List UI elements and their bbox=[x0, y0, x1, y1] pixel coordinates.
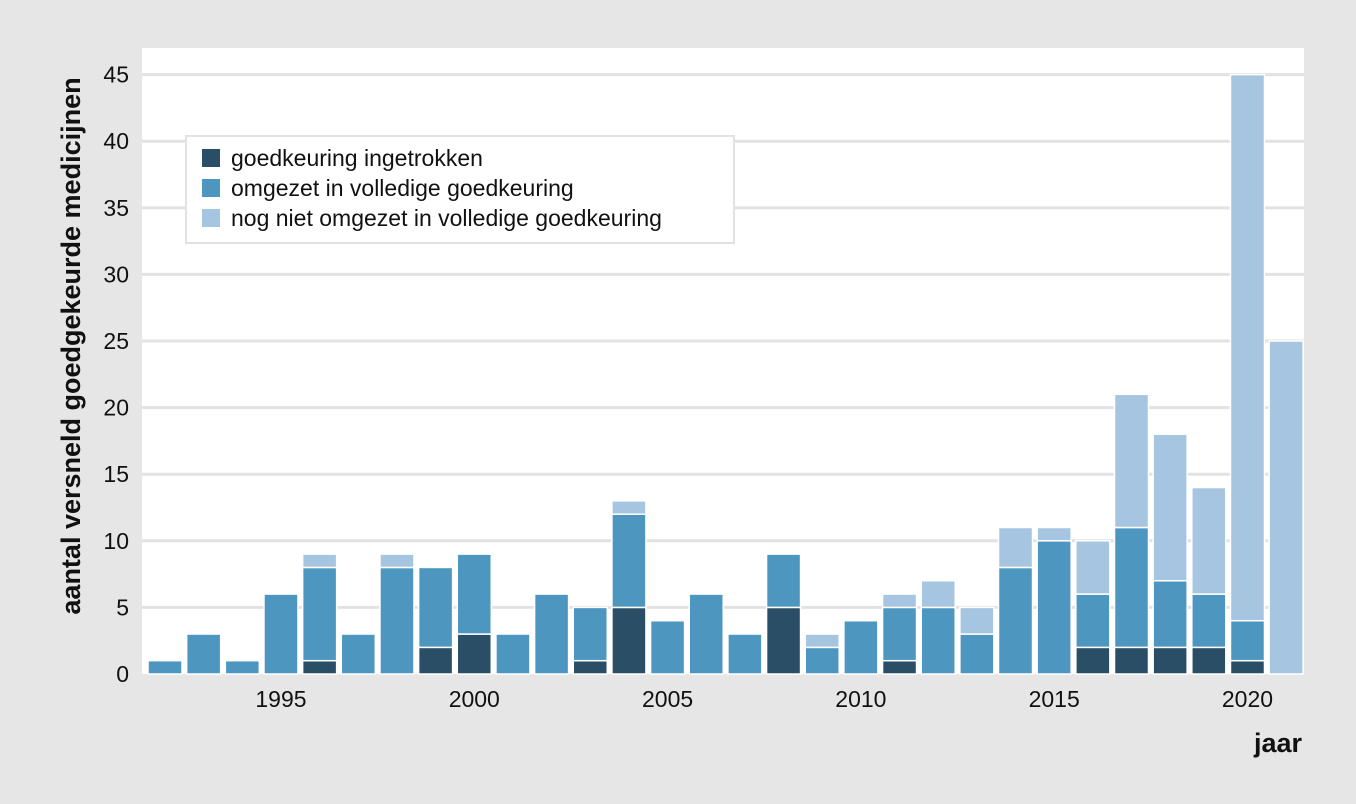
bar-segment bbox=[572, 606, 609, 662]
bar-segment bbox=[727, 633, 763, 675]
legend-swatch bbox=[202, 179, 220, 197]
x-tick-label: 2005 bbox=[642, 686, 693, 712]
bar-segment bbox=[881, 593, 918, 609]
bar-segment bbox=[495, 633, 531, 675]
bar-segment bbox=[611, 500, 647, 515]
legend-swatch bbox=[202, 209, 220, 227]
bar-segment bbox=[804, 646, 840, 675]
y-tick-label: 45 bbox=[103, 62, 129, 88]
bar-segment bbox=[1229, 619, 1266, 662]
bar-segment bbox=[843, 619, 879, 675]
bar-segment bbox=[301, 566, 338, 662]
legend-label: goedkeuring ingetrokken bbox=[231, 145, 483, 171]
x-tick-label: 2010 bbox=[835, 686, 886, 712]
bar-segment bbox=[881, 606, 918, 662]
bar-segment bbox=[417, 566, 454, 649]
bar-segment bbox=[456, 553, 493, 635]
bar-segment bbox=[340, 633, 377, 675]
bar-segment bbox=[1191, 646, 1227, 675]
bar-segment bbox=[997, 526, 1034, 569]
bar-segment bbox=[765, 553, 802, 609]
bar-segment bbox=[1113, 526, 1150, 649]
bars bbox=[147, 73, 1304, 675]
y-tick-label: 0 bbox=[116, 661, 129, 687]
bar-segment bbox=[417, 646, 454, 675]
bar-segment bbox=[1229, 659, 1266, 675]
y-axis-ticks: 0 5 10 15 20 25 30 35 40 45 bbox=[103, 62, 129, 687]
bar-segment bbox=[1075, 646, 1111, 675]
bar-segment bbox=[649, 619, 686, 675]
bar-segment bbox=[611, 513, 647, 609]
bar-segment bbox=[1036, 540, 1072, 675]
bar-segment bbox=[765, 606, 802, 675]
legend: goedkeuring ingetrokken omgezet in volled… bbox=[185, 135, 735, 244]
x-tick-label: 2000 bbox=[449, 686, 500, 712]
bar-segment bbox=[1152, 646, 1188, 675]
y-tick-label: 40 bbox=[103, 128, 129, 154]
bar-segment bbox=[379, 553, 415, 569]
bar-segment bbox=[1113, 646, 1150, 675]
bar-segment bbox=[379, 566, 415, 675]
bar-segment bbox=[1152, 433, 1188, 582]
y-tick-label: 35 bbox=[103, 195, 129, 221]
bar-segment bbox=[301, 553, 338, 569]
legend-label: nog niet omgezet in volledige goedkeurin… bbox=[231, 205, 662, 231]
bar-segment bbox=[301, 659, 338, 675]
bar-segment bbox=[959, 633, 995, 675]
bar-segment bbox=[1191, 593, 1227, 649]
legend-label: omgezet in volledige goedkeuring bbox=[231, 175, 574, 201]
x-axis-ticks: 1995 2000 2005 2010 2015 2020 bbox=[255, 686, 1273, 712]
bar-segment bbox=[185, 633, 222, 675]
y-tick-label: 25 bbox=[103, 328, 129, 354]
bar-segment bbox=[1075, 593, 1111, 649]
bar-segment bbox=[688, 593, 724, 675]
bar-segment bbox=[147, 659, 183, 675]
y-tick-label: 20 bbox=[103, 395, 129, 421]
bar-segment bbox=[611, 606, 647, 675]
y-tick-label: 10 bbox=[103, 528, 129, 554]
bar-segment bbox=[1191, 486, 1227, 595]
bar-segment bbox=[997, 566, 1034, 675]
y-tick-label: 5 bbox=[116, 594, 129, 620]
bar-segment bbox=[920, 580, 956, 609]
x-tick-label: 2015 bbox=[1029, 686, 1080, 712]
bar-segment bbox=[533, 593, 570, 675]
bar-segment bbox=[920, 606, 956, 675]
bar-segment bbox=[1036, 526, 1072, 542]
x-tick-label: 2020 bbox=[1222, 686, 1273, 712]
x-axis-title: jaar bbox=[1253, 728, 1303, 758]
x-tick-label: 1995 bbox=[255, 686, 306, 712]
legend-swatch bbox=[202, 149, 220, 167]
bar-segment bbox=[1152, 580, 1188, 649]
y-tick-label: 15 bbox=[103, 461, 129, 487]
bar-segment bbox=[224, 659, 261, 675]
y-axis-title: aantal versneld goedgekeurde medicijnen bbox=[56, 77, 86, 614]
bar-segment bbox=[959, 606, 995, 635]
y-tick-label: 30 bbox=[103, 261, 129, 287]
legend-box bbox=[185, 135, 735, 244]
bar-segment bbox=[1113, 393, 1150, 529]
bar-segment bbox=[804, 633, 840, 649]
bar-segment bbox=[1268, 340, 1304, 675]
bar-segment bbox=[881, 659, 918, 675]
bar-segment bbox=[263, 593, 299, 675]
bar-segment bbox=[1075, 540, 1111, 595]
bar-segment bbox=[1229, 73, 1266, 622]
bar-segment bbox=[456, 633, 493, 675]
bar-segment bbox=[572, 659, 609, 675]
